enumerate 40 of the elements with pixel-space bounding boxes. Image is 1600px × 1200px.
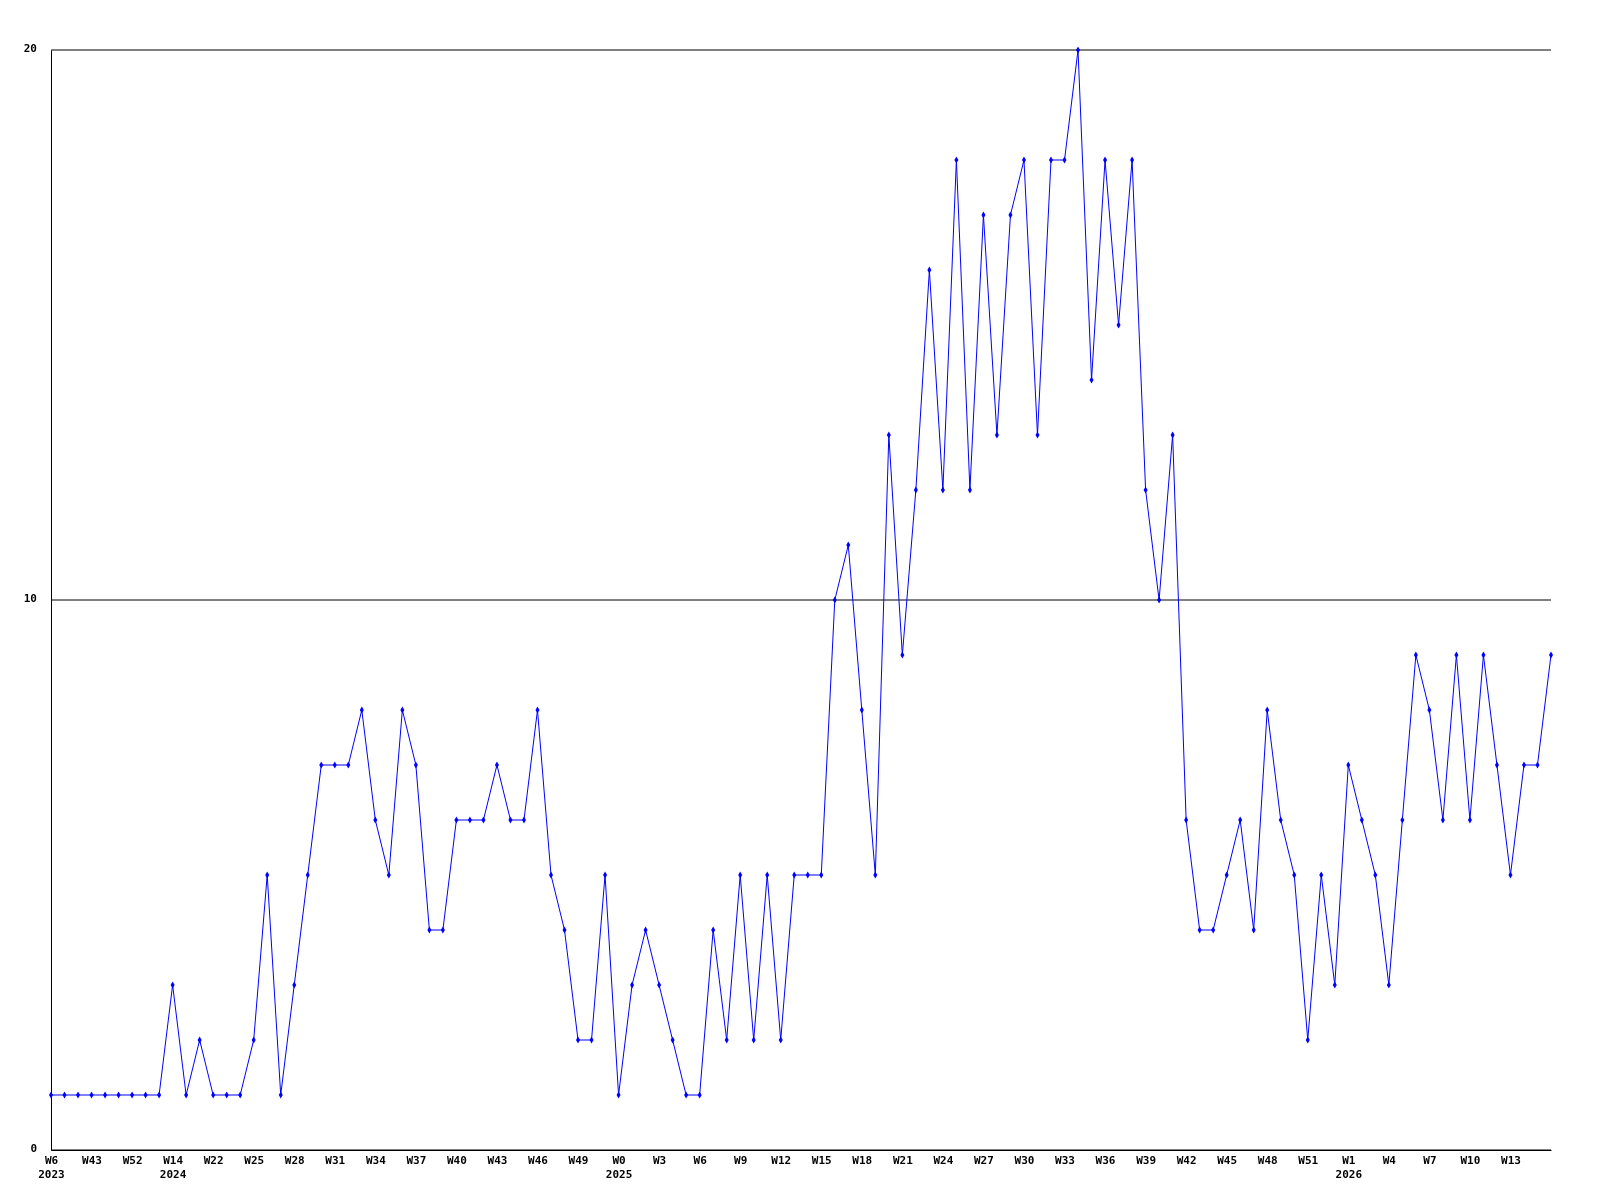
x-tick-label: W4 (1382, 1154, 1397, 1167)
x-tick-label: W1 2026 (1335, 1154, 1363, 1181)
x-tick-label: W43 (82, 1154, 102, 1167)
x-tick-label: W31 (325, 1154, 346, 1167)
x-tick-label: W46 (528, 1154, 549, 1167)
x-tick-label: W45 (1217, 1154, 1238, 1167)
x-tick-label: W3 (652, 1154, 667, 1167)
x-tick-label: W10 (1460, 1154, 1481, 1167)
x-tick-label: W34 (365, 1154, 387, 1167)
x-tick-label: W42 (1176, 1154, 1197, 1167)
x-tick-label: W13 (1501, 1154, 1521, 1167)
x-tick-label: W7 (1423, 1154, 1437, 1167)
x-tick-label: W51 (1298, 1154, 1319, 1167)
x-tick-label: W22 (203, 1154, 224, 1167)
x-tick-label: W14 2024 (159, 1154, 187, 1181)
x-tick-label: W28 (284, 1154, 305, 1167)
x-tick-label: W30 (1014, 1154, 1035, 1167)
x-tick-label: W6 (693, 1154, 708, 1167)
y-tick-label: 0 (30, 1141, 37, 1155)
x-tick-label: W0 2025 (605, 1154, 633, 1181)
y-tick-label: 10 (23, 591, 37, 605)
x-tick-label: W37 (406, 1154, 427, 1167)
x-tick-label: W9 (734, 1154, 748, 1167)
x-tick-label: W25 (244, 1154, 265, 1167)
x-tick-label: W39 (1136, 1154, 1157, 1167)
x-tick-label: W6 2023 (38, 1154, 65, 1181)
x-tick-label: W15 (811, 1154, 832, 1167)
x-tick-label: W33 (1055, 1154, 1075, 1167)
x-tick-label: W52 (122, 1154, 143, 1167)
x-tick-label: W21 (892, 1154, 914, 1167)
x-tick-label: W40 (446, 1154, 467, 1167)
x-tick-label: W27 (973, 1154, 994, 1167)
y-tick-label: 20 (23, 41, 37, 55)
x-tick-label: W43 (487, 1154, 508, 1167)
x-tick-label: W48 (1257, 1154, 1278, 1167)
x-tick-label: W49 (568, 1154, 589, 1167)
x-tick-label: W12 (771, 1154, 792, 1167)
x-tick-label: W18 (852, 1154, 873, 1167)
x-tick-label: W24 (933, 1154, 954, 1167)
x-tick-label: W36 (1095, 1154, 1116, 1167)
